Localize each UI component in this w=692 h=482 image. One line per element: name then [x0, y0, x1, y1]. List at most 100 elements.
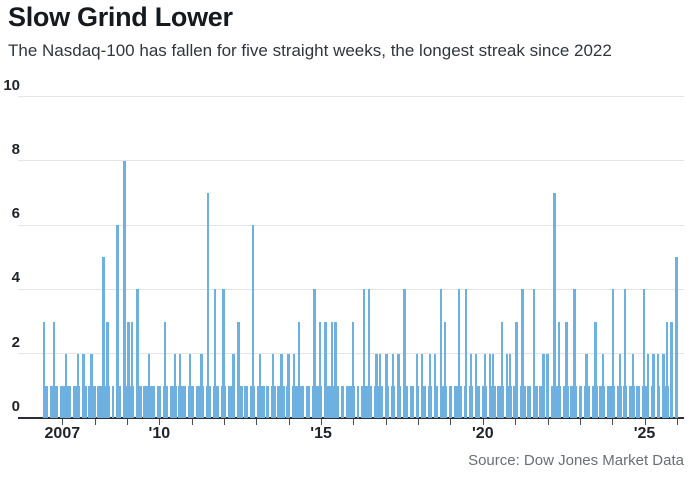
streak-bar [232, 353, 235, 418]
chart-title: Slow Grind Lower [8, 2, 233, 32]
streak-bar-run-of-ones [72, 385, 80, 418]
streak-bar [565, 321, 568, 418]
x-axis-tick-mark [385, 419, 387, 425]
streak-bar-run-of-ones [607, 385, 616, 418]
streak-bar [130, 321, 134, 418]
streak-bar-run-of-ones [195, 385, 205, 418]
streak-bar [515, 321, 518, 418]
streak-bar [324, 321, 327, 418]
streak-bar [428, 353, 432, 418]
streak-bar [656, 353, 660, 418]
streak-bar [375, 353, 378, 418]
streak-bar [90, 353, 93, 418]
streak-bar [573, 289, 576, 418]
x-axis-tick-mark [547, 419, 549, 425]
streak-bar-run-of-ones [527, 385, 532, 418]
streak-bar [483, 353, 487, 418]
streak-bar [222, 289, 225, 418]
streak-bar [532, 289, 536, 418]
streak-bar-run-of-ones [505, 385, 512, 418]
streak-bar [200, 353, 203, 418]
streak-bar-run-of-ones [340, 385, 345, 418]
streak-bar [542, 353, 545, 418]
streak-bar-run-of-ones [228, 385, 235, 418]
x-axis-tick-mark [94, 419, 96, 425]
streak-bar [76, 353, 80, 418]
streak-bar-run-of-ones [448, 385, 453, 418]
streak-bar [557, 321, 561, 418]
streak-bar [611, 289, 615, 418]
x-axis-tick-label: '25 [633, 425, 656, 442]
x-axis-tick-mark [62, 419, 64, 425]
streak-bar [491, 353, 495, 418]
streak-bar [251, 225, 255, 418]
y-axis-tick-label: 2 [11, 333, 20, 351]
streak-bar [334, 321, 337, 418]
streak-bar-run-of-ones [642, 385, 650, 418]
streak-bar [42, 321, 46, 418]
streak-bar [313, 289, 316, 418]
streak-bar [675, 257, 678, 418]
x-axis-tick-mark [612, 419, 614, 425]
streak-bar [213, 289, 217, 418]
streak-bar [106, 321, 109, 418]
streak-bar [147, 353, 151, 418]
gridline [18, 160, 684, 162]
streak-bar-run-of-ones [662, 385, 669, 418]
x-axis-tick-mark [353, 419, 355, 425]
streak-bar-run-of-ones [135, 385, 142, 418]
streak-bar [330, 321, 333, 418]
streak-bar-run-of-ones [356, 385, 359, 418]
streak-bar-run-of-ones [266, 385, 270, 418]
streak-bar [318, 321, 322, 418]
streak-bar [82, 353, 85, 418]
streak-bar [52, 321, 56, 418]
streak-bar-run-of-ones [311, 385, 323, 418]
streak-bar-run-of-ones [409, 385, 414, 418]
streak-bar-run-of-ones [453, 385, 462, 418]
x-axis-tick-label: '10 [148, 425, 171, 442]
x-axis-tick-mark [482, 419, 484, 425]
gridline [18, 96, 684, 97]
x-axis-tick-mark [191, 419, 193, 425]
streak-bar [601, 353, 605, 418]
streak-bar-run-of-ones [178, 385, 186, 418]
x-axis-line [18, 417, 684, 419]
streak-bar [188, 353, 192, 418]
streak-bar [505, 353, 509, 418]
streak-bar [439, 289, 442, 418]
streak-bar [546, 353, 549, 418]
gridline [18, 224, 684, 226]
y-axis-tick-label: 8 [11, 140, 20, 158]
streak-bar-run-of-ones [111, 385, 114, 418]
streak-bar [415, 353, 419, 418]
streak-bar-run-of-ones [629, 385, 635, 418]
streak-bar [378, 353, 382, 418]
streak-bar [488, 353, 492, 418]
x-axis-tick-mark [515, 419, 517, 425]
streak-bar [64, 353, 68, 418]
streak-bar-run-of-ones [244, 385, 249, 418]
x-axis-tick-mark [224, 419, 226, 425]
streak-bar [618, 353, 622, 418]
streak-bar [662, 353, 665, 418]
streak-bar [237, 321, 240, 418]
streak-bar [397, 353, 400, 418]
x-axis-tick-mark [288, 419, 290, 425]
streak-bar-run-of-ones [43, 385, 48, 418]
streak-bar [403, 289, 406, 418]
streak-bar [652, 353, 655, 418]
streak-bar [391, 353, 395, 418]
streak-bar-run-of-ones [579, 385, 583, 418]
streak-bar [443, 321, 447, 418]
streak-bar [206, 192, 210, 418]
chart-subtitle: The Nasdaq-100 has fallen for five strai… [8, 41, 612, 60]
gridline [18, 288, 684, 290]
x-axis-tick-mark [644, 419, 646, 425]
streak-bar [127, 321, 130, 418]
streak-bar-run-of-ones [373, 385, 384, 418]
streak-bar-run-of-ones [346, 385, 356, 418]
streak-bar [646, 353, 650, 418]
y-axis-tick-label: 4 [11, 269, 20, 287]
